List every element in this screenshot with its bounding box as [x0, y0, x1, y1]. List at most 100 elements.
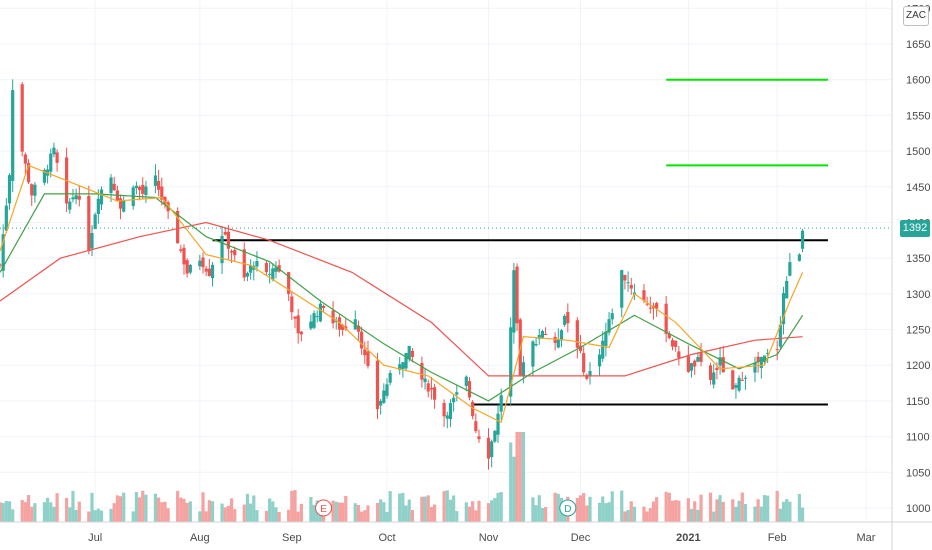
candle-body — [426, 383, 430, 392]
candle-body — [515, 266, 519, 324]
volume-bar — [667, 492, 671, 522]
candle-body — [385, 384, 389, 396]
candle-body — [407, 345, 411, 360]
candle-body — [629, 284, 633, 289]
volume-bar — [521, 432, 526, 522]
volume-bar — [77, 501, 81, 522]
x-tick-label: Mar — [857, 532, 876, 544]
y-tick-label: 1350 — [906, 253, 930, 265]
candle-body — [432, 387, 437, 400]
volume-bar — [334, 501, 338, 522]
volume-bar — [674, 500, 678, 522]
candle-body — [315, 316, 319, 318]
candle-body — [588, 370, 592, 377]
volume-bar — [20, 499, 24, 522]
volume-bar — [445, 490, 449, 522]
candle-body — [42, 169, 47, 183]
volume-bar — [655, 497, 659, 522]
candle-body — [87, 195, 91, 252]
candle-body — [182, 247, 186, 265]
volume-bar — [401, 492, 405, 522]
volume-bar — [645, 511, 649, 522]
candle-body — [122, 200, 126, 212]
volume-bar — [264, 510, 269, 522]
candle-body — [226, 231, 230, 249]
y-tick-label: 1200 — [906, 360, 930, 372]
volume-bar — [296, 511, 300, 522]
candle-body — [321, 305, 326, 309]
volume-bar — [74, 510, 78, 522]
y-tick-label: 1050 — [906, 467, 930, 479]
candle-body — [379, 400, 383, 406]
volume-bar — [556, 493, 560, 522]
volume-bar — [585, 505, 589, 522]
candle-body — [410, 350, 414, 357]
candle-body — [233, 249, 237, 256]
volume-bar — [518, 432, 522, 522]
moving-averages — [0, 164, 804, 424]
price-axis[interactable]: 1000105011001150120012501300135014001450… — [906, 3, 930, 515]
candle-body — [540, 331, 545, 338]
candle-body — [743, 377, 748, 379]
candle-body — [229, 251, 234, 253]
symbol-badge[interactable]: ZAC — [903, 6, 929, 26]
volume-bar — [778, 508, 782, 522]
volume-bar — [420, 496, 424, 522]
volume-bar — [486, 503, 491, 522]
candle-body — [245, 273, 250, 277]
candle-body — [559, 330, 564, 341]
candlestick-series — [0, 79, 805, 470]
volume-bar — [68, 507, 72, 522]
candle-body — [509, 327, 513, 397]
volume-bar — [268, 498, 272, 522]
volume-bar — [30, 506, 34, 522]
candle-body — [693, 360, 697, 367]
volume-bar — [7, 501, 12, 522]
candle-body — [118, 198, 123, 209]
earnings-marker[interactable] — [315, 499, 333, 517]
volume-bar — [90, 492, 94, 522]
volume-bar — [242, 504, 246, 522]
candle-body — [645, 303, 649, 305]
candle-body — [77, 195, 81, 200]
candle-body — [467, 381, 472, 398]
volume-bar — [118, 496, 123, 522]
candle-body — [531, 341, 535, 367]
candle-body — [344, 326, 348, 329]
volume-bar — [115, 495, 119, 522]
volume-bar — [629, 501, 633, 522]
dividend-marker[interactable] — [559, 499, 577, 517]
candle-body — [448, 403, 453, 420]
candle-body — [655, 303, 659, 309]
volume-bar — [490, 500, 494, 522]
volume-bar — [756, 499, 760, 522]
x-tick-label: Sep — [282, 532, 302, 544]
candle-body — [674, 340, 678, 347]
candle-body — [176, 210, 180, 244]
candle-body — [582, 353, 586, 373]
candle-body — [607, 319, 611, 333]
candle-body — [620, 270, 624, 308]
candle-body — [334, 320, 338, 322]
candle-body — [401, 362, 405, 369]
candle-body — [23, 154, 27, 164]
volume-bar — [45, 497, 50, 522]
volume-bar — [290, 490, 294, 522]
volume-bar — [712, 511, 716, 522]
candle-body — [268, 273, 272, 275]
volume-bar — [753, 506, 757, 522]
candle-body — [464, 376, 468, 386]
volume-bar — [252, 495, 256, 522]
volume-bar — [455, 511, 459, 522]
volume-bar — [715, 499, 719, 522]
time-axis[interactable]: Jul Aug Sep Oct Nov Dec 2021 Feb Mar — [88, 532, 876, 544]
volume-bar — [331, 500, 335, 522]
x-tick-label: Nov — [479, 532, 499, 544]
candle-body — [689, 363, 694, 371]
volume-bar — [762, 495, 767, 522]
y-tick-label: 1600 — [906, 75, 930, 87]
volume-bar — [718, 495, 722, 522]
event-marker-label: D — [564, 504, 571, 515]
volume-bar — [49, 502, 53, 522]
